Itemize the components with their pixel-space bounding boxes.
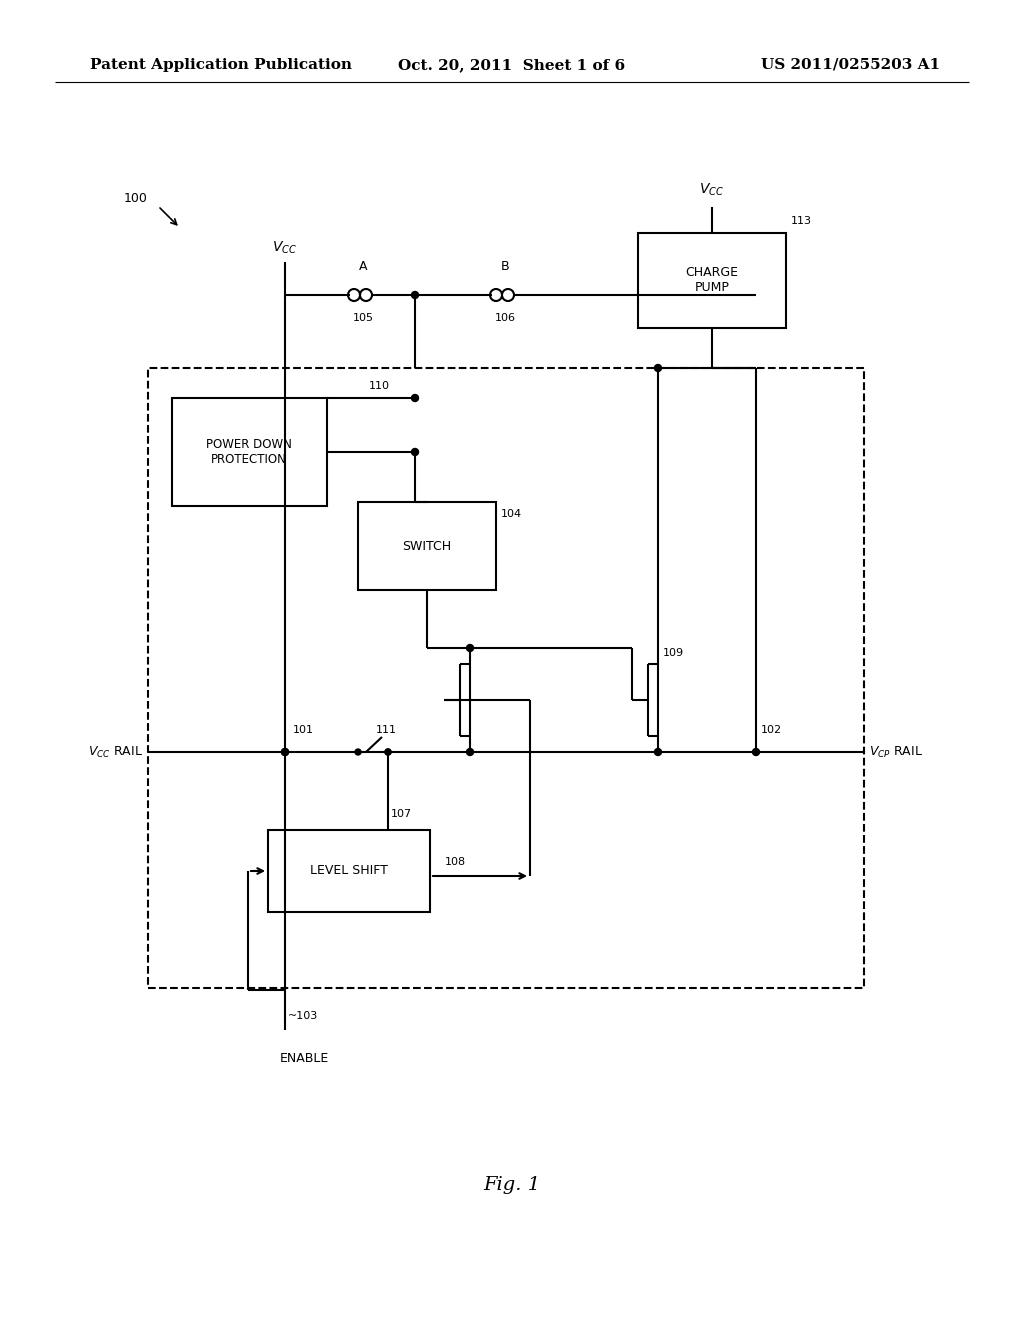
Text: ~103: ~103 <box>288 1011 318 1020</box>
Circle shape <box>412 449 419 455</box>
Text: SWITCH: SWITCH <box>402 540 452 553</box>
Text: 109: 109 <box>663 648 684 657</box>
Circle shape <box>282 748 289 755</box>
Text: Oct. 20, 2011  Sheet 1 of 6: Oct. 20, 2011 Sheet 1 of 6 <box>398 58 626 73</box>
Bar <box>268 830 430 912</box>
Bar <box>638 234 786 327</box>
Bar <box>148 368 864 987</box>
Circle shape <box>385 748 391 755</box>
Text: $V_{CC}$: $V_{CC}$ <box>272 240 298 256</box>
Text: 110: 110 <box>369 381 390 391</box>
Circle shape <box>282 748 289 755</box>
Circle shape <box>753 748 760 755</box>
Text: 100: 100 <box>124 191 148 205</box>
Text: Fig. 1: Fig. 1 <box>483 1176 541 1195</box>
Text: 107: 107 <box>391 809 412 818</box>
Text: 111: 111 <box>376 725 397 735</box>
Text: 102: 102 <box>761 725 782 735</box>
Text: CHARGE
PUMP: CHARGE PUMP <box>685 267 738 294</box>
Circle shape <box>467 748 473 755</box>
Text: $V_{CC}$: $V_{CC}$ <box>699 182 725 198</box>
Bar <box>172 399 327 506</box>
Circle shape <box>412 395 419 401</box>
Bar <box>358 502 496 590</box>
Text: 106: 106 <box>495 313 515 323</box>
Circle shape <box>412 292 419 298</box>
Text: B: B <box>501 260 509 273</box>
Text: 108: 108 <box>445 857 466 867</box>
Text: Patent Application Publication: Patent Application Publication <box>90 58 352 73</box>
Text: $V_{CC}$ RAIL: $V_{CC}$ RAIL <box>88 744 143 759</box>
Text: ENABLE: ENABLE <box>280 1052 330 1064</box>
Text: POWER DOWN
PROTECTION: POWER DOWN PROTECTION <box>206 438 292 466</box>
Text: LEVEL SHIFT: LEVEL SHIFT <box>310 865 388 878</box>
Circle shape <box>385 748 391 755</box>
Circle shape <box>654 364 662 371</box>
Text: A: A <box>358 260 368 273</box>
Text: 101: 101 <box>293 725 314 735</box>
Text: 113: 113 <box>791 216 812 226</box>
Text: 105: 105 <box>352 313 374 323</box>
Text: 104: 104 <box>501 510 522 519</box>
Text: $V_{CP}$ RAIL: $V_{CP}$ RAIL <box>869 744 923 759</box>
Circle shape <box>467 644 473 652</box>
Circle shape <box>654 748 662 755</box>
Text: US 2011/0255203 A1: US 2011/0255203 A1 <box>761 58 940 73</box>
Circle shape <box>355 748 361 755</box>
